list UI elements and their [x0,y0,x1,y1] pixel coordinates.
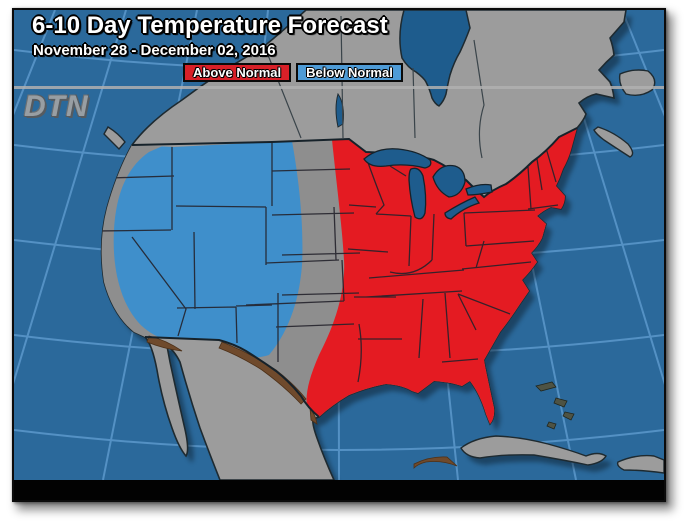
forecast-date-range: November 28 - December 02, 2016 [33,42,276,59]
dtn-logo: DTN [24,90,89,123]
newfoundland-island [618,69,656,97]
legend-above-normal: Above Normal [183,63,292,82]
region-above-normal [306,128,577,424]
islands [103,69,664,474]
cuba-island [460,435,607,466]
bottom-black-bar [14,480,664,500]
nova-scotia [593,126,634,158]
map-frame: 6-10 Day Temperature Forecast November 2… [12,8,666,502]
legend-below-normal: Below Normal [296,63,403,82]
hispaniola-island [616,454,664,474]
hudson-bay [399,10,471,107]
lake-winnipeg [335,92,344,128]
legend: Above Normal Below Normal [183,63,403,82]
separator-line [14,86,664,89]
us-mexico-border [144,336,320,418]
state-borders [101,141,559,383]
region-below-normal [113,141,303,358]
vancouver-island [103,126,126,151]
great-lakes [363,148,493,220]
page-title: 6-10 Day Temperature Forecast [32,12,388,39]
bahamas-islands [535,381,575,430]
